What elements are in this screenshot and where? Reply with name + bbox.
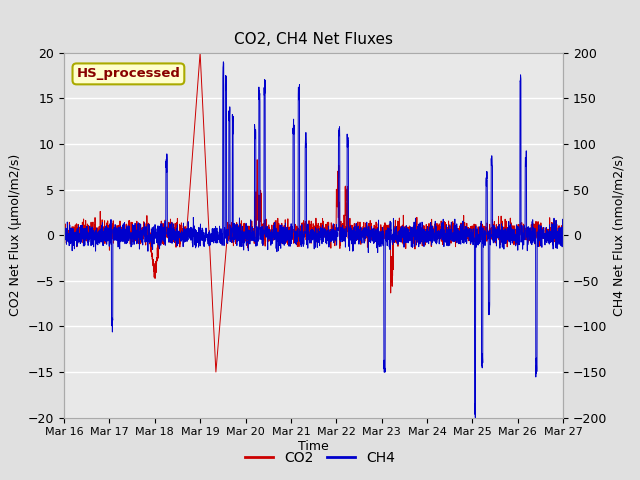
Text: HS_processed: HS_processed [77, 67, 180, 80]
Legend: CO2, CH4: CO2, CH4 [239, 445, 401, 471]
X-axis label: Time: Time [298, 440, 329, 453]
Y-axis label: CO2 Net Flux (μmol/m2/s): CO2 Net Flux (μmol/m2/s) [10, 154, 22, 316]
Y-axis label: CH4 Net Flux (nmol/m2/s): CH4 Net Flux (nmol/m2/s) [613, 155, 626, 316]
Title: CO2, CH4 Net Fluxes: CO2, CH4 Net Fluxes [234, 33, 393, 48]
